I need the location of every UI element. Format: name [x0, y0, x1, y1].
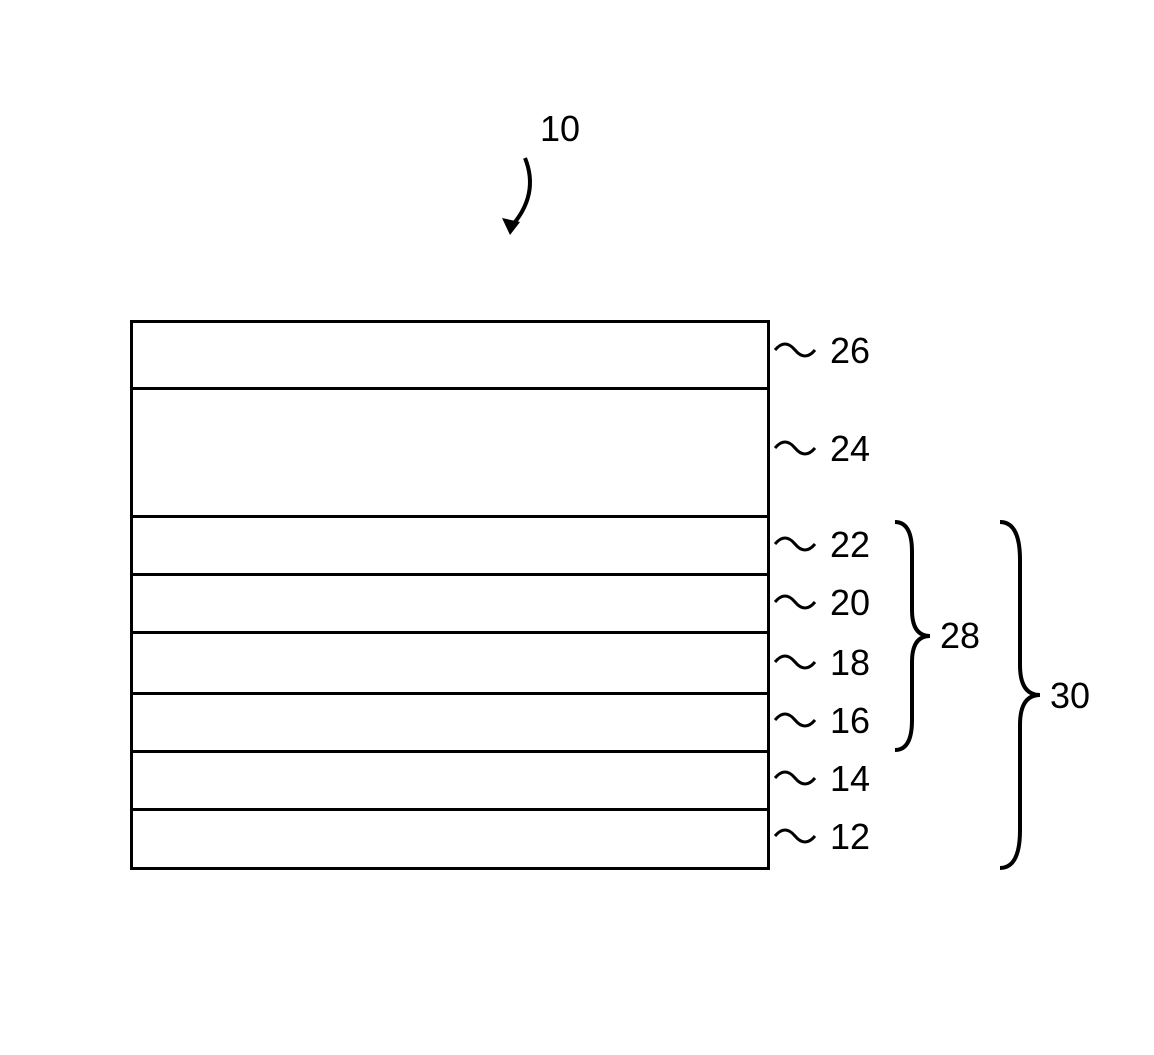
- layer-18: [130, 631, 770, 695]
- layer-16: [130, 692, 770, 753]
- label-14: 14: [830, 758, 870, 800]
- label-26: 26: [830, 330, 870, 372]
- layer-26: [130, 320, 770, 390]
- label-18: 18: [830, 642, 870, 684]
- label-20: 20: [830, 582, 870, 624]
- layer-14: [130, 750, 770, 811]
- label-16: 16: [830, 700, 870, 742]
- label-24: 24: [830, 428, 870, 470]
- label-28: 28: [940, 615, 980, 657]
- layer-12: [130, 808, 770, 870]
- layer-20: [130, 573, 770, 634]
- diagram-canvas: 10 26 24 22 20 18 16 14 12 28 30: [0, 0, 1154, 1055]
- label-30: 30: [1050, 675, 1090, 717]
- title-label: 10: [540, 108, 580, 150]
- label-22: 22: [830, 524, 870, 566]
- label-12: 12: [830, 816, 870, 858]
- layer-22: [130, 515, 770, 576]
- layer-24: [130, 387, 770, 518]
